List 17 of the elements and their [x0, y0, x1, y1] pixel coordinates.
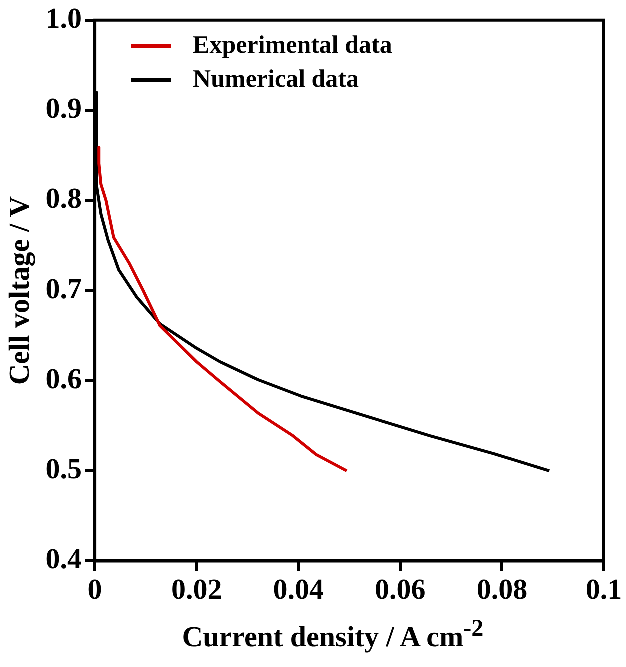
- y-tick-label: 0.6: [46, 363, 82, 396]
- legend-label: Numerical data: [193, 66, 360, 93]
- x-axis-title: Current density / A cm$^{-2}$: [181, 615, 485, 655]
- y-tick-label: 0.9: [46, 93, 82, 126]
- x-tick-label: 0.08: [476, 574, 528, 606]
- y-tick-label: 0.7: [46, 273, 82, 306]
- x-tick-label: 0.06: [375, 574, 426, 606]
- y-tick-label: 0.4: [46, 544, 82, 576]
- y-tick-label: 0.8: [46, 183, 82, 216]
- y-axis-title: Cell voltage / V: [4, 196, 36, 386]
- y-tick-label: 0.5: [46, 454, 82, 486]
- x-tick-label: 0.1: [586, 574, 622, 606]
- y-tick-label: 1.0: [46, 2, 82, 35]
- x-tick-label: 0: [88, 574, 102, 606]
- x-tick-label: 0.02: [171, 574, 222, 606]
- x-tick-label: 0.04: [273, 574, 324, 606]
- legend-label: Experimental data: [193, 32, 393, 59]
